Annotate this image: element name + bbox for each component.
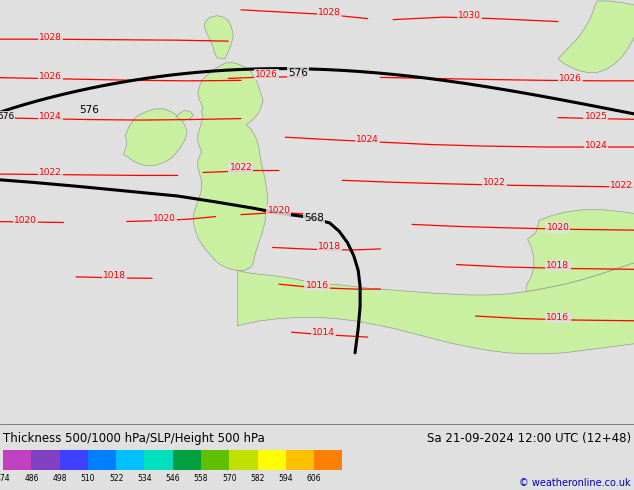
Text: 1022: 1022 bbox=[39, 168, 62, 177]
Text: Thickness 500/1000 hPa/SLP/Height 500 hPa: Thickness 500/1000 hPa/SLP/Height 500 hP… bbox=[3, 432, 265, 445]
Polygon shape bbox=[238, 261, 634, 354]
Text: 576: 576 bbox=[0, 112, 14, 121]
Text: 1025: 1025 bbox=[585, 112, 607, 121]
Text: 558: 558 bbox=[194, 474, 209, 483]
Text: 486: 486 bbox=[24, 474, 39, 483]
Bar bbox=[172, 450, 201, 470]
Text: 1022: 1022 bbox=[230, 163, 252, 172]
Bar bbox=[314, 450, 342, 470]
Text: 1026: 1026 bbox=[559, 74, 582, 83]
Text: 568: 568 bbox=[304, 213, 324, 223]
Text: 522: 522 bbox=[109, 474, 124, 483]
Polygon shape bbox=[526, 210, 634, 292]
Bar bbox=[230, 450, 257, 470]
Text: 594: 594 bbox=[278, 474, 293, 483]
Text: 1026: 1026 bbox=[39, 73, 62, 81]
Text: 576: 576 bbox=[288, 68, 308, 77]
Text: 1020: 1020 bbox=[14, 216, 37, 224]
Text: 1026: 1026 bbox=[255, 70, 278, 79]
Text: 576: 576 bbox=[79, 105, 99, 115]
Text: 474: 474 bbox=[0, 474, 11, 483]
Text: 1024: 1024 bbox=[585, 141, 607, 149]
Bar bbox=[32, 450, 60, 470]
Text: 1024: 1024 bbox=[356, 135, 379, 144]
Bar bbox=[257, 450, 286, 470]
Text: © weatheronline.co.uk: © weatheronline.co.uk bbox=[519, 478, 631, 488]
Text: 1016: 1016 bbox=[547, 313, 569, 322]
Text: 1028: 1028 bbox=[39, 33, 62, 42]
Polygon shape bbox=[124, 109, 187, 166]
Bar bbox=[3, 450, 32, 470]
Text: 1016: 1016 bbox=[306, 281, 328, 290]
Polygon shape bbox=[204, 16, 233, 59]
Bar bbox=[60, 450, 88, 470]
Text: 1018: 1018 bbox=[547, 261, 569, 270]
Text: 1028: 1028 bbox=[318, 8, 341, 17]
Text: 498: 498 bbox=[53, 474, 67, 483]
Text: 510: 510 bbox=[81, 474, 95, 483]
Bar bbox=[88, 450, 116, 470]
Text: 546: 546 bbox=[165, 474, 180, 483]
Text: 570: 570 bbox=[222, 474, 236, 483]
Text: 582: 582 bbox=[250, 474, 265, 483]
Text: 1022: 1022 bbox=[610, 181, 633, 190]
Text: 1020: 1020 bbox=[547, 223, 569, 232]
Text: 1018: 1018 bbox=[103, 271, 126, 280]
Bar bbox=[116, 450, 145, 470]
Bar bbox=[145, 450, 172, 470]
Text: 1020: 1020 bbox=[268, 206, 290, 215]
Text: 1014: 1014 bbox=[312, 328, 335, 337]
Text: 1018: 1018 bbox=[318, 243, 341, 251]
Text: 606: 606 bbox=[307, 474, 321, 483]
Text: 1020: 1020 bbox=[153, 214, 176, 223]
Bar bbox=[286, 450, 314, 470]
Text: 534: 534 bbox=[137, 474, 152, 483]
Text: 1024: 1024 bbox=[39, 112, 62, 121]
Text: 1022: 1022 bbox=[483, 178, 506, 187]
Polygon shape bbox=[558, 1, 634, 73]
Bar bbox=[201, 450, 230, 470]
Polygon shape bbox=[193, 63, 268, 270]
Polygon shape bbox=[176, 110, 193, 120]
Text: Sa 21-09-2024 12:00 UTC (12+48): Sa 21-09-2024 12:00 UTC (12+48) bbox=[427, 432, 631, 445]
Text: 1030: 1030 bbox=[458, 11, 481, 20]
